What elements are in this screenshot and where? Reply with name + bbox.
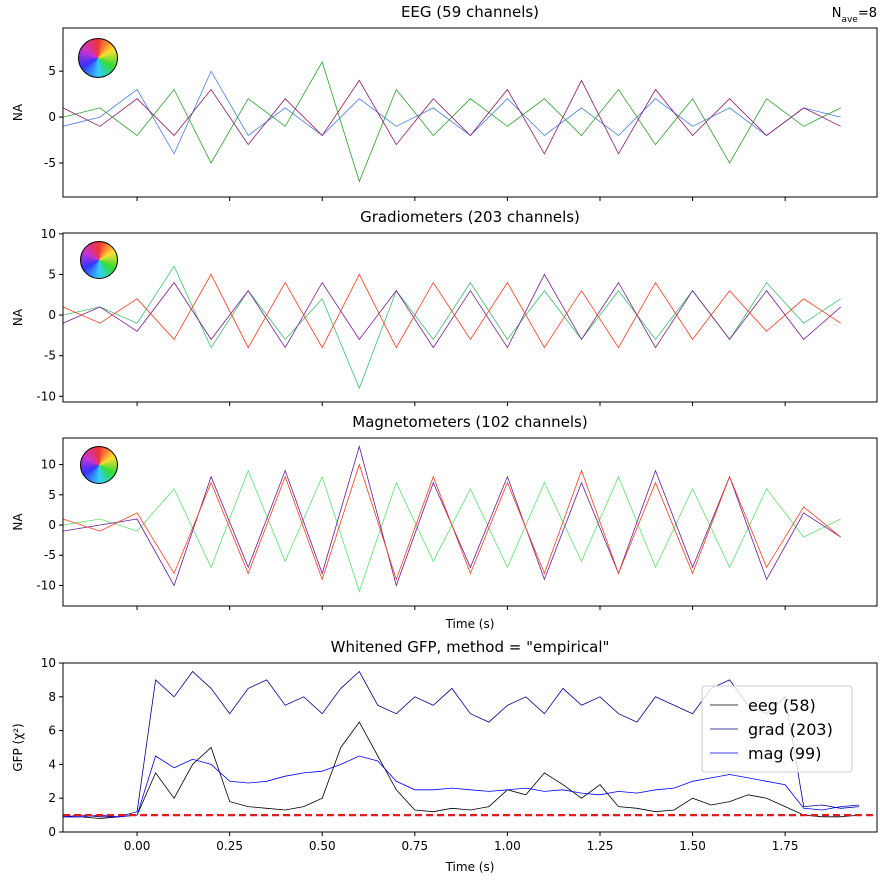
x-tick-label: 0.25 xyxy=(216,839,243,853)
series-line xyxy=(63,265,841,390)
y-tick-label: 4 xyxy=(48,757,56,771)
axes-frame xyxy=(62,232,878,403)
y-tick-label: -5 xyxy=(44,548,56,562)
series-line xyxy=(63,721,860,819)
y-tick-label: 0 xyxy=(48,825,56,839)
y-tick-label: 0 xyxy=(48,308,56,322)
y-tick-label: 10 xyxy=(41,458,56,472)
x-axis-label: Time (s) xyxy=(445,860,495,874)
y-tick-label: -5 xyxy=(44,349,56,363)
chart-title: Gradiometers (203 channels) xyxy=(360,208,580,226)
axes-frame xyxy=(62,662,878,833)
y-tick-label: 6 xyxy=(48,724,56,738)
y-tick-label: -10 xyxy=(36,389,56,403)
y-tick-label: 5 xyxy=(48,64,56,78)
series-line xyxy=(63,70,841,155)
series-line xyxy=(63,79,841,155)
y-axis-label: NA xyxy=(11,513,25,531)
x-tick-label: 1.25 xyxy=(587,839,614,853)
x-axis-label: Time (s) xyxy=(445,617,495,631)
chart-title: Magnetometers (102 channels) xyxy=(352,413,587,431)
axes-frame xyxy=(62,437,878,607)
y-axis-label: NA xyxy=(11,308,25,326)
legend-box xyxy=(701,685,853,773)
y-tick-label: 5 xyxy=(48,267,56,281)
legend-label: grad (203) xyxy=(748,720,833,739)
annotation-part: =8 xyxy=(858,6,877,21)
sensor-layout-icon xyxy=(78,38,118,78)
plot-area xyxy=(63,61,841,183)
x-tick-label: 1.50 xyxy=(679,839,706,853)
y-tick-label: 10 xyxy=(41,227,56,241)
x-tick-label: 0.75 xyxy=(401,839,428,853)
y-tick-label: -10 xyxy=(36,578,56,592)
series-line xyxy=(63,469,841,593)
axes-frame xyxy=(62,27,878,198)
series-line xyxy=(63,755,860,818)
plot-area xyxy=(63,445,841,593)
y-axis-label: NA xyxy=(11,103,25,121)
chart-title: EEG (59 channels) xyxy=(401,3,539,21)
y-tick-label: 2 xyxy=(48,791,56,805)
y-tick-label: -5 xyxy=(44,156,56,170)
x-tick-label: 0.50 xyxy=(309,839,336,853)
sensor-layout-icon xyxy=(80,241,118,279)
legend-label: mag (99) xyxy=(748,744,821,763)
x-tick-label: 1.75 xyxy=(772,839,799,853)
y-tick-label: 0 xyxy=(48,518,56,532)
chart-title: Whitened GFP, method = "empirical" xyxy=(331,638,610,656)
y-tick-label: 10 xyxy=(41,656,56,670)
y-tick-label: 8 xyxy=(48,690,56,704)
x-tick-label: 0.00 xyxy=(124,839,151,853)
annotation-part: ave xyxy=(841,15,858,25)
series-line xyxy=(63,273,841,349)
annotation-part: N xyxy=(832,6,842,21)
y-axis-label: GFP (χ²) xyxy=(11,723,25,771)
plot-area xyxy=(63,265,841,390)
series-line xyxy=(63,445,841,587)
plot-area xyxy=(63,670,877,819)
legend-label: eeg (58) xyxy=(748,696,816,715)
annotation: Nave=8 xyxy=(832,6,877,25)
series-line xyxy=(63,463,841,581)
y-tick-label: 0 xyxy=(48,110,56,124)
series-line xyxy=(63,670,860,818)
sensor-layout-icon xyxy=(80,446,118,484)
y-tick-label: 5 xyxy=(48,488,56,502)
x-tick-label: 1.00 xyxy=(494,839,521,853)
